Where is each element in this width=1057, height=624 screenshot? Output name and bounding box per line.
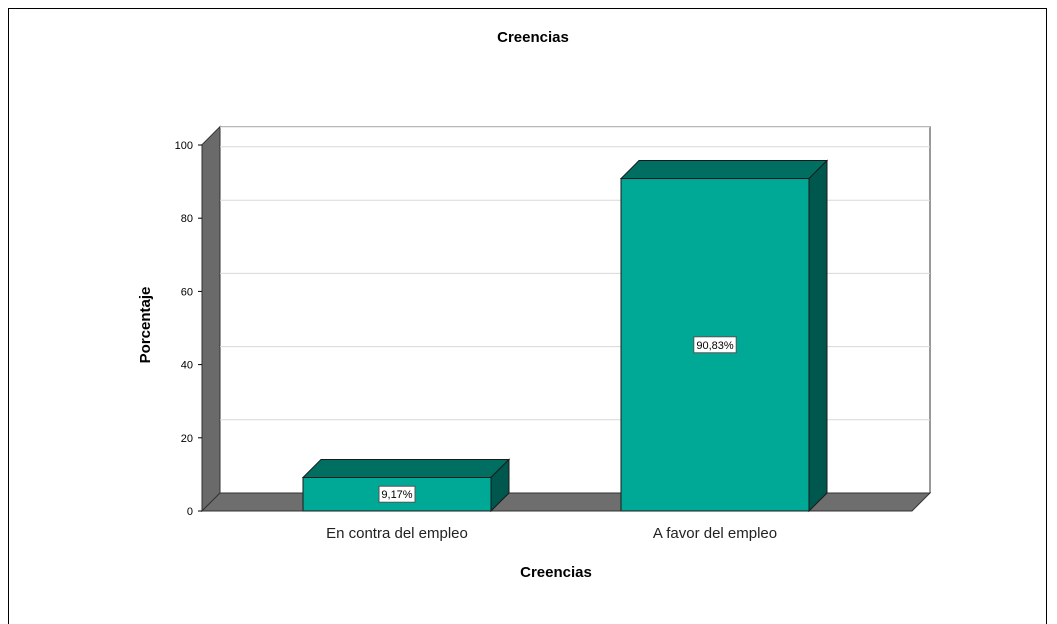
y-tick-label: 0: [187, 506, 193, 518]
data-label-box: [378, 485, 416, 503]
y-tick-label: 60: [181, 286, 193, 298]
category-label: En contra del empleo: [326, 525, 468, 542]
data-label: 90,83%: [696, 340, 734, 352]
y-tick-label: 40: [181, 360, 193, 372]
chart-title: Creencias: [497, 29, 569, 46]
bar-side: [808, 159, 828, 513]
data-label: 9,17%: [381, 489, 412, 501]
x-axis-title: Creencias: [520, 564, 592, 581]
y-tick-label: 100: [175, 140, 193, 152]
bar-top: [619, 160, 829, 180]
data-label-box: [693, 336, 737, 354]
y-tick-label: 80: [181, 213, 193, 225]
bar-side: [490, 458, 510, 513]
category-label: A favor del empleo: [653, 525, 777, 542]
left-wall: [201, 125, 221, 513]
plot-area: 0 20 40 60 80 100 9,17% En contra del empleo 90,…: [175, 125, 932, 542]
y-axis-title: Porcentaje: [137, 287, 154, 364]
bar-top: [301, 458, 511, 478]
y-tick-label: 20: [181, 433, 193, 445]
